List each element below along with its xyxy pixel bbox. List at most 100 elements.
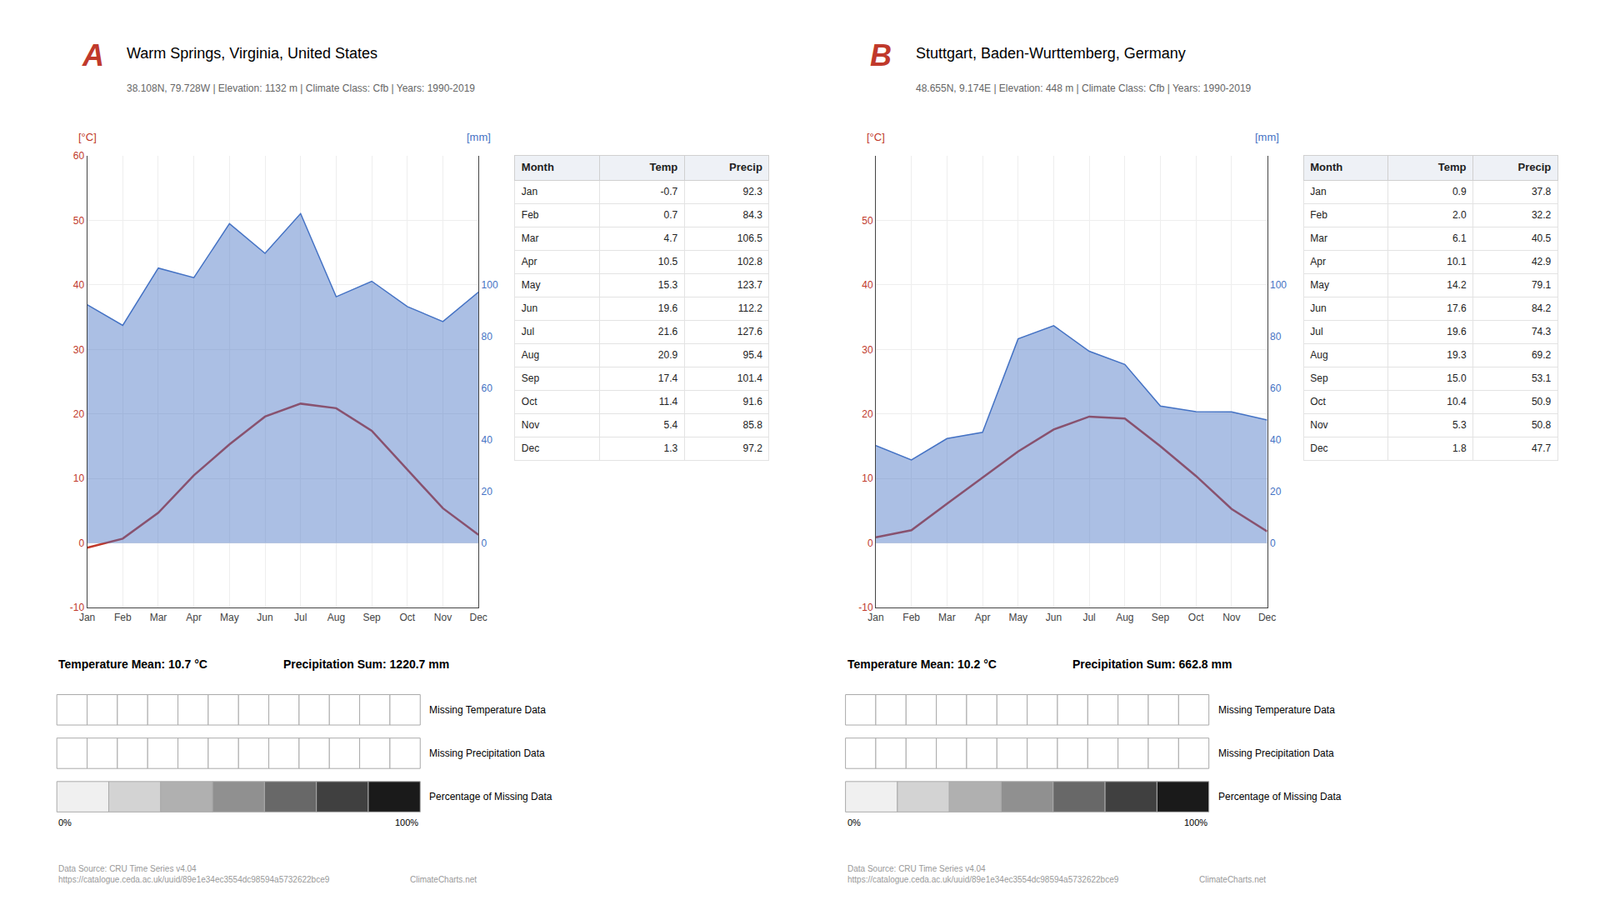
svg-text:123.7: 123.7	[737, 279, 763, 291]
svg-text:Jan: Jan	[79, 611, 95, 624]
svg-text:47.7: 47.7	[1531, 442, 1552, 455]
svg-text:-10: -10	[858, 601, 874, 614]
svg-text:Apr: Apr	[1310, 255, 1326, 268]
svg-text:Percentage of Missing Data: Percentage of Missing Data	[1218, 790, 1342, 803]
svg-text:20: 20	[1270, 485, 1282, 498]
svg-text:May: May	[1310, 279, 1330, 291]
svg-text:Mar: Mar	[150, 611, 168, 624]
svg-text:Jun: Jun	[521, 302, 538, 315]
svg-text:Nov: Nov	[1222, 611, 1240, 624]
svg-text:Temperature Mean: 10.2 °C: Temperature Mean: 10.2 °C	[847, 657, 997, 671]
svg-text:127.6: 127.6	[737, 325, 763, 338]
svg-text:B: B	[870, 38, 892, 73]
svg-text:Jul: Jul	[294, 611, 307, 624]
svg-text:20: 20	[861, 408, 874, 420]
svg-text:Oct: Oct	[1188, 611, 1205, 624]
svg-text:Temp: Temp	[1438, 160, 1467, 174]
svg-text:100%: 100%	[395, 817, 419, 828]
svg-text:Mar: Mar	[1310, 232, 1328, 245]
svg-text:85.8: 85.8	[742, 419, 763, 431]
svg-text:[°C]: [°C]	[78, 130, 97, 144]
svg-text:20: 20	[73, 408, 85, 420]
svg-text:Nov: Nov	[434, 611, 452, 624]
svg-text:14.2: 14.2	[1446, 279, 1467, 291]
svg-text:100: 100	[481, 279, 499, 291]
svg-text:15.0: 15.0	[1446, 372, 1467, 385]
svg-text:Stuttgart, Baden-Wurttemberg,: Stuttgart, Baden-Wurttemberg, Germany	[915, 45, 1186, 62]
svg-text:0: 0	[867, 537, 874, 550]
svg-text:21.6: 21.6	[658, 325, 679, 338]
svg-text:Dec: Dec	[1310, 442, 1328, 455]
svg-text:Dec: Dec	[469, 611, 487, 624]
svg-text:60: 60	[73, 150, 85, 162]
svg-text:0: 0	[79, 537, 85, 550]
svg-text:Dec: Dec	[521, 442, 540, 455]
svg-text:0.9: 0.9	[1452, 185, 1467, 198]
svg-text:Jun: Jun	[256, 611, 273, 624]
svg-text:Precipitation Sum: 662.8 mm: Precipitation Sum: 662.8 mm	[1072, 657, 1232, 671]
svg-text:19.3: 19.3	[1446, 349, 1467, 361]
svg-text:20.9: 20.9	[658, 349, 679, 361]
svg-text:37.8: 37.8	[1531, 185, 1552, 198]
svg-text:95.4: 95.4	[742, 349, 763, 361]
svg-text:0%: 0%	[847, 817, 861, 828]
svg-text:32.2: 32.2	[1531, 209, 1552, 221]
svg-text:69.2: 69.2	[1531, 349, 1552, 361]
svg-text:May: May	[521, 279, 541, 291]
svg-text:60: 60	[481, 382, 494, 395]
svg-text:Oct: Oct	[1310, 395, 1326, 408]
svg-text:Jul: Jul	[521, 325, 535, 338]
svg-text:Temp: Temp	[649, 160, 678, 174]
svg-text:1.3: 1.3	[663, 442, 678, 455]
svg-text:ClimateCharts.net: ClimateCharts.net	[410, 875, 477, 885]
svg-text:84.3: 84.3	[742, 209, 763, 221]
svg-text:0.7: 0.7	[663, 209, 678, 221]
svg-text:38.108N, 79.728W | Elevation:: 38.108N, 79.728W | Elevation: 1132 m | C…	[126, 82, 475, 95]
svg-text:Jun: Jun	[1310, 302, 1326, 315]
svg-text:Nov: Nov	[521, 419, 540, 431]
svg-text:4.7: 4.7	[663, 232, 678, 245]
svg-text:Aug: Aug	[327, 611, 345, 624]
svg-text:48.655N, 9.174E | Elevation: 4: 48.655N, 9.174E | Elevation: 448 m | Cli…	[915, 82, 1252, 95]
svg-text:Jul: Jul	[1082, 611, 1095, 624]
svg-text:[mm]: [mm]	[1255, 130, 1280, 144]
svg-text:30: 30	[73, 344, 85, 356]
svg-text:Data Source: CRU Time Series v: Data Source: CRU Time Series v4.04https:…	[58, 864, 330, 885]
svg-text:Dec: Dec	[1258, 611, 1276, 624]
svg-text:Temperature Mean: 10.7 °C: Temperature Mean: 10.7 °C	[58, 657, 208, 671]
svg-text:80: 80	[1270, 330, 1282, 343]
svg-text:A: A	[81, 38, 105, 73]
svg-text:Jan: Jan	[867, 611, 884, 624]
svg-text:50.9: 50.9	[1531, 395, 1552, 408]
svg-text:Feb: Feb	[521, 209, 540, 221]
svg-text:Jul: Jul	[1310, 325, 1323, 338]
svg-text:Aug: Aug	[1310, 349, 1328, 361]
svg-text:Apr: Apr	[185, 611, 202, 624]
svg-text:Mar: Mar	[938, 611, 956, 624]
svg-text:50.8: 50.8	[1531, 419, 1552, 431]
svg-text:10: 10	[73, 472, 85, 485]
svg-text:53.1: 53.1	[1531, 372, 1552, 385]
svg-text:79.1: 79.1	[1531, 279, 1552, 291]
svg-text:Jan: Jan	[1310, 185, 1326, 198]
svg-text:10: 10	[861, 472, 874, 485]
svg-text:40: 40	[861, 279, 874, 291]
svg-text:May: May	[1008, 611, 1028, 624]
svg-text:100: 100	[1270, 279, 1287, 291]
svg-text:Precip: Precip	[729, 160, 763, 174]
svg-text:Percentage of Missing Data: Percentage of Missing Data	[429, 790, 553, 803]
svg-text:Apr: Apr	[521, 255, 538, 268]
svg-text:Sep: Sep	[1310, 372, 1329, 385]
svg-text:50: 50	[73, 215, 85, 227]
svg-text:[mm]: [mm]	[466, 130, 491, 144]
svg-text:Jun: Jun	[1045, 611, 1062, 624]
svg-text:10.4: 10.4	[1446, 395, 1467, 408]
svg-text:2.0: 2.0	[1452, 209, 1467, 221]
svg-text:6.1: 6.1	[1452, 232, 1467, 245]
svg-text:May: May	[220, 611, 240, 624]
svg-text:Sep: Sep	[1151, 611, 1170, 624]
svg-text:ClimateCharts.net: ClimateCharts.net	[1199, 875, 1266, 885]
svg-text:0: 0	[481, 537, 488, 550]
svg-text:10.1: 10.1	[1446, 255, 1467, 268]
svg-text:102.8: 102.8	[737, 255, 763, 268]
